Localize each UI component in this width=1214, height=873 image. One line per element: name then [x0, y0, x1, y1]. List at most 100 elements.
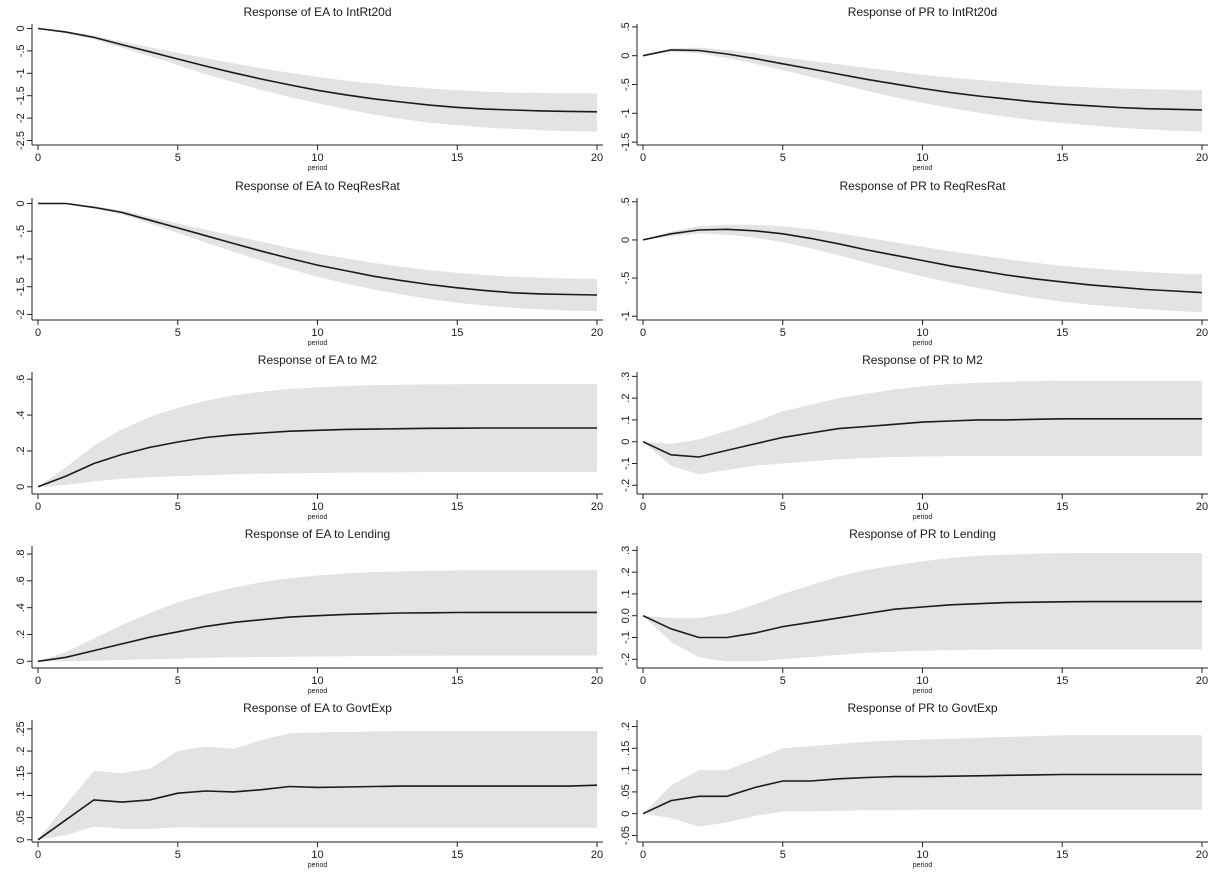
y-tick-label: .3 — [620, 372, 632, 381]
chart-title: Response of EA to M2 — [258, 353, 378, 367]
x-tick-label: 0 — [35, 327, 41, 339]
x-tick-label: 0 — [640, 152, 646, 164]
x-tick-label: 0 — [640, 675, 646, 687]
x-tick-label: 5 — [175, 675, 181, 687]
x-tick-label: 5 — [780, 501, 786, 513]
irf-panel: Response of EA to M2 0 .2 .4 .6 0 5 10 15 20 perio… — [15, 353, 603, 521]
x-tick-label: 15 — [451, 327, 463, 339]
x-tick-label: 0 — [640, 849, 646, 861]
x-tick-label: 10 — [311, 327, 323, 339]
chart-title: Response of PR to ReqResRat — [839, 179, 1006, 193]
y-tick-label: -.5 — [15, 44, 27, 57]
y-tick-label: .15 — [15, 766, 27, 781]
irf-line — [37, 611, 597, 663]
y-tick-label: -2.5 — [15, 131, 27, 150]
y-tick-label: 0 — [620, 811, 632, 817]
y-tick-label: -1.5 — [15, 277, 27, 296]
y-tick-label: -.5 — [620, 78, 632, 91]
y-tick-label: .2 — [15, 630, 27, 639]
irf-panel: Response of EA to GovtExp 0 .05 .1 .15 .2 .25 0… — [15, 701, 603, 869]
x-tick-label: 5 — [780, 152, 786, 164]
x-tick-label: 10 — [311, 849, 323, 861]
irf-line — [38, 202, 598, 296]
confidence-band — [643, 224, 1202, 313]
irf-panel: Response of EA to Lending 0 .2 .4 .6 .8 0 5 10 15… — [15, 527, 603, 695]
confidence-band — [38, 384, 597, 487]
x-axis-label: period — [308, 340, 328, 347]
x-tick-label: 20 — [1196, 152, 1208, 164]
y-tick-label: .1 — [620, 589, 632, 598]
x-tick-label: 5 — [780, 675, 786, 687]
irf-line — [642, 418, 1202, 458]
y-tick-label: -.2 — [620, 653, 632, 666]
x-tick-label: 10 — [311, 152, 323, 164]
confidence-band — [643, 47, 1202, 132]
y-tick-label: 0 — [15, 837, 27, 843]
y-tick-label: .25 — [15, 721, 27, 736]
y-tick-label: -1.5 — [620, 133, 632, 152]
irf-line — [642, 49, 1203, 111]
irf-line — [642, 600, 1202, 639]
irf-panel: Response of EA to ReqResRat 0 -.5 -1 -1.5 -2 0… — [15, 179, 603, 347]
irf-line — [642, 773, 1202, 815]
x-tick-label: 20 — [1196, 675, 1208, 687]
chart-title: Response of EA to GovtExp — [243, 701, 392, 715]
irf-panel: Response of EA to IntRt20d 0 -.5 -1 -1.5 -2 -2… — [15, 5, 603, 172]
x-tick-label: 15 — [451, 849, 463, 861]
y-tick-label: 0.0 — [620, 608, 632, 623]
x-tick-label: 10 — [916, 849, 928, 861]
x-tick-label: 15 — [451, 501, 463, 513]
irf-panel: Response of PR to Lending .3 .2 .1 0.0 -.1 -.2… — [620, 527, 1208, 695]
x-tick-label: 20 — [591, 152, 603, 164]
y-tick-label: -.5 — [15, 225, 27, 238]
x-tick-label: 20 — [591, 327, 603, 339]
irf-line — [37, 427, 597, 488]
y-tick-label: .1 — [15, 791, 27, 800]
y-tick-label: 0 — [15, 200, 27, 206]
chart-title: Response of PR to Lending — [849, 527, 996, 541]
y-tick-label: .5 — [620, 22, 632, 31]
x-tick-label: 15 — [451, 675, 463, 687]
irf-line — [642, 228, 1203, 294]
x-tick-label: 15 — [1056, 501, 1068, 513]
x-tick-label: 10 — [916, 501, 928, 513]
y-tick-label: .1 — [620, 766, 632, 775]
y-tick-label: .2 — [15, 746, 27, 755]
x-axis-label: period — [308, 688, 328, 695]
x-tick-label: 20 — [591, 501, 603, 513]
x-tick-label: 10 — [916, 675, 928, 687]
y-tick-label: -1 — [15, 68, 27, 78]
irf-panel: Response of PR to IntRt20d .5 0 -.5 -1 -1.5 0 5… — [620, 5, 1208, 172]
y-tick-label: -1 — [15, 254, 27, 264]
y-tick-label: -1 — [620, 311, 632, 321]
y-tick-label: 0 — [620, 439, 632, 445]
confidence-band — [643, 735, 1202, 827]
chart-title: Response of PR to GovtExp — [847, 701, 997, 715]
chart-title: Response of EA to Lending — [245, 527, 390, 541]
x-axis-label: period — [913, 514, 933, 521]
y-tick-label: 0 — [15, 484, 27, 490]
confidence-band — [38, 28, 597, 132]
x-tick-label: 10 — [916, 152, 928, 164]
x-tick-label: 10 — [916, 327, 928, 339]
y-tick-label: .3 — [620, 546, 632, 555]
x-tick-label: 0 — [35, 152, 41, 164]
x-tick-label: 0 — [35, 849, 41, 861]
y-tick-label: .1 — [620, 415, 632, 424]
y-tick-label: .2 — [620, 568, 632, 577]
y-tick-label: -2 — [15, 310, 27, 320]
x-tick-label: 0 — [640, 501, 646, 513]
y-tick-label: .05 — [620, 784, 632, 799]
x-tick-label: 20 — [1196, 327, 1208, 339]
y-tick-label: .6 — [15, 576, 27, 585]
x-tick-label: 0 — [35, 675, 41, 687]
y-tick-label: 0 — [620, 237, 632, 243]
y-tick-label: -1 — [620, 108, 632, 118]
x-tick-label: 20 — [591, 849, 603, 861]
x-tick-label: 5 — [175, 327, 181, 339]
confidence-band — [38, 731, 597, 840]
y-tick-label: 0 — [620, 53, 632, 59]
x-tick-label: 5 — [175, 501, 181, 513]
y-tick-label: .4 — [15, 603, 27, 612]
confidence-band — [643, 380, 1202, 475]
